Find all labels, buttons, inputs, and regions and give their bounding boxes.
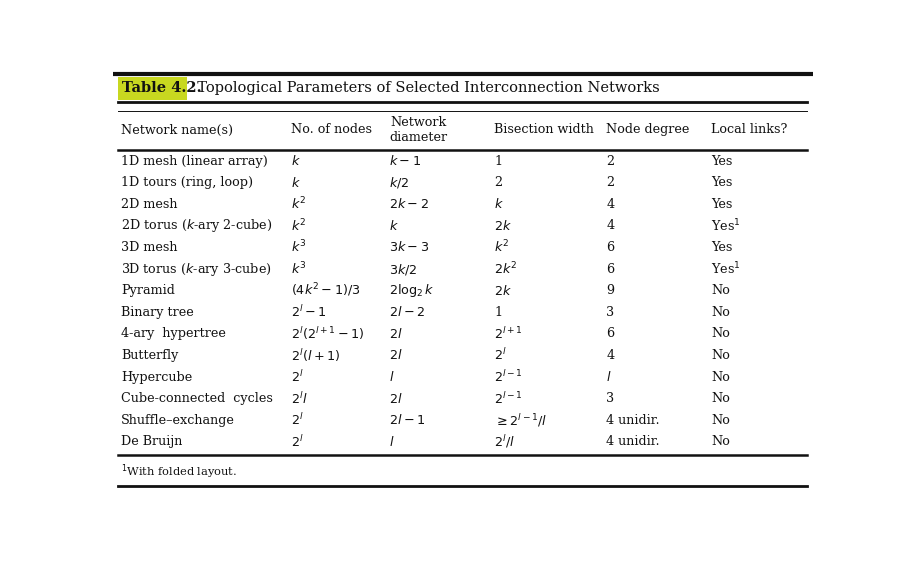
Text: 4: 4 bbox=[605, 198, 613, 211]
Text: 3: 3 bbox=[605, 392, 613, 405]
Text: $2^{l+1}$: $2^{l+1}$ bbox=[493, 326, 522, 342]
Text: 1D tours (ring, loop): 1D tours (ring, loop) bbox=[121, 176, 253, 189]
Text: Topological Parameters of Selected Interconnection Networks: Topological Parameters of Selected Inter… bbox=[189, 81, 659, 95]
Text: $2l$: $2l$ bbox=[389, 348, 402, 362]
Text: 2: 2 bbox=[605, 155, 613, 168]
Text: $2k^2$: $2k^2$ bbox=[493, 261, 517, 277]
Text: Shuffle–exchange: Shuffle–exchange bbox=[121, 414, 235, 427]
Text: $^1$With folded layout.: $^1$With folded layout. bbox=[121, 462, 237, 481]
Text: $k/2$: $k/2$ bbox=[389, 175, 409, 190]
Text: No: No bbox=[711, 414, 730, 427]
Text: $(4k^2-1)/3$: $(4k^2-1)/3$ bbox=[291, 282, 361, 300]
Text: Pyramid: Pyramid bbox=[121, 284, 175, 297]
Text: 1D mesh (linear array): 1D mesh (linear array) bbox=[121, 155, 268, 168]
Text: No. of nodes: No. of nodes bbox=[291, 123, 372, 136]
Text: 3D torus ($k$-ary 3-cube): 3D torus ($k$-ary 3-cube) bbox=[121, 260, 272, 278]
Text: 4-ary  hypertree: 4-ary hypertree bbox=[121, 328, 226, 341]
Text: Yes: Yes bbox=[711, 198, 732, 211]
Text: $3k- 3$: $3k- 3$ bbox=[389, 241, 429, 255]
Text: 4 unidir.: 4 unidir. bbox=[605, 414, 659, 427]
Text: $k^2$: $k^2$ bbox=[291, 218, 306, 234]
Text: Cube-connected  cycles: Cube-connected cycles bbox=[121, 392, 272, 405]
Text: $\geq 2^{l-1}/l$: $\geq 2^{l-1}/l$ bbox=[493, 412, 547, 429]
Text: 4: 4 bbox=[605, 219, 613, 232]
Text: Bisection width: Bisection width bbox=[493, 123, 594, 136]
Text: Yes: Yes bbox=[711, 176, 732, 189]
Text: Network
diameter: Network diameter bbox=[389, 116, 446, 144]
Text: No: No bbox=[711, 349, 730, 362]
Text: $k$: $k$ bbox=[493, 197, 503, 211]
Text: $2^l(l+1)$: $2^l(l+1)$ bbox=[291, 347, 340, 364]
Text: 1: 1 bbox=[493, 155, 502, 168]
Text: 6: 6 bbox=[605, 241, 613, 254]
Text: Local links?: Local links? bbox=[711, 123, 787, 136]
Text: 2: 2 bbox=[493, 176, 502, 189]
Text: 2: 2 bbox=[605, 176, 613, 189]
Text: $2^l-1$: $2^l-1$ bbox=[291, 304, 327, 320]
Text: 3D mesh: 3D mesh bbox=[121, 241, 178, 254]
Text: $2l-1$: $2l-1$ bbox=[389, 413, 425, 427]
Text: Butterfly: Butterfly bbox=[121, 349, 179, 362]
Text: $k^3$: $k^3$ bbox=[291, 261, 307, 277]
Text: $2^l(2^{l+1}-1)$: $2^l(2^{l+1}-1)$ bbox=[291, 325, 364, 342]
Text: $2^{l-1}$: $2^{l-1}$ bbox=[493, 390, 522, 407]
Text: $2l$: $2l$ bbox=[389, 392, 402, 406]
Text: $k-1$: $k-1$ bbox=[389, 154, 421, 168]
Text: 4: 4 bbox=[605, 349, 613, 362]
Text: $2l$: $2l$ bbox=[389, 327, 402, 341]
Text: Yes: Yes bbox=[711, 155, 732, 168]
Text: $2k-2$: $2k-2$ bbox=[389, 197, 428, 211]
Text: De Bruijn: De Bruijn bbox=[121, 435, 182, 448]
Text: 2D torus ($k$-ary 2-cube): 2D torus ($k$-ary 2-cube) bbox=[121, 217, 272, 234]
Text: $2l-2$: $2l-2$ bbox=[389, 305, 425, 319]
Text: Yes$^1$: Yes$^1$ bbox=[711, 261, 740, 277]
Text: $2k$: $2k$ bbox=[493, 219, 511, 233]
Text: $2k$: $2k$ bbox=[493, 284, 511, 298]
Text: Hypercube: Hypercube bbox=[121, 371, 192, 384]
Text: 4 unidir.: 4 unidir. bbox=[605, 435, 659, 448]
Text: Table 4.2.: Table 4.2. bbox=[122, 81, 201, 95]
Text: $k$: $k$ bbox=[389, 219, 399, 233]
Text: $2^l$: $2^l$ bbox=[493, 347, 506, 364]
Text: $3k/2$: $3k/2$ bbox=[389, 261, 417, 277]
Text: $k^3$: $k^3$ bbox=[291, 239, 307, 256]
Text: $2^l/l$: $2^l/l$ bbox=[493, 434, 514, 450]
Text: $k$: $k$ bbox=[291, 176, 300, 190]
Text: No: No bbox=[711, 328, 730, 341]
Text: 3: 3 bbox=[605, 306, 613, 319]
Text: $k$: $k$ bbox=[291, 154, 300, 168]
Text: $2^l$: $2^l$ bbox=[291, 369, 304, 385]
Text: No: No bbox=[711, 392, 730, 405]
Text: $2\log_2 k$: $2\log_2 k$ bbox=[389, 282, 435, 299]
Text: $2^l$: $2^l$ bbox=[291, 434, 304, 450]
Text: 2D mesh: 2D mesh bbox=[121, 198, 178, 211]
FancyBboxPatch shape bbox=[118, 77, 187, 100]
Text: $2^l l$: $2^l l$ bbox=[291, 390, 308, 407]
Text: $l$: $l$ bbox=[605, 370, 611, 384]
Text: Yes$^1$: Yes$^1$ bbox=[711, 218, 740, 234]
Text: $l$: $l$ bbox=[389, 370, 394, 384]
Text: Yes: Yes bbox=[711, 241, 732, 254]
Text: Node degree: Node degree bbox=[605, 123, 689, 136]
Text: 6: 6 bbox=[605, 328, 613, 341]
Text: $k^2$: $k^2$ bbox=[493, 239, 509, 256]
Text: $l$: $l$ bbox=[389, 435, 394, 449]
Text: No: No bbox=[711, 435, 730, 448]
Text: $k^2$: $k^2$ bbox=[291, 196, 306, 213]
Text: 9: 9 bbox=[605, 284, 613, 297]
Text: $2^{l-1}$: $2^{l-1}$ bbox=[493, 369, 522, 385]
Text: Network name(s): Network name(s) bbox=[121, 123, 233, 136]
Text: 6: 6 bbox=[605, 263, 613, 275]
Text: 1: 1 bbox=[493, 306, 502, 319]
Text: Binary tree: Binary tree bbox=[121, 306, 194, 319]
Text: No: No bbox=[711, 284, 730, 297]
Text: No: No bbox=[711, 306, 730, 319]
Text: $2^l$: $2^l$ bbox=[291, 412, 304, 428]
Text: No: No bbox=[711, 371, 730, 384]
